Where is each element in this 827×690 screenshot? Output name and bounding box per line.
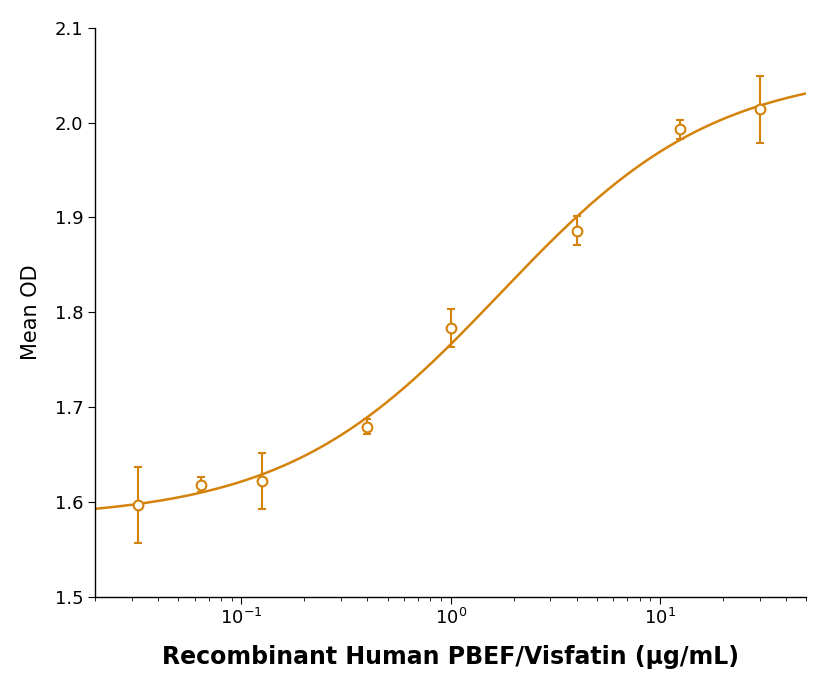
X-axis label: Recombinant Human PBEF/Visfatin (μg/mL): Recombinant Human PBEF/Visfatin (μg/mL) <box>162 645 739 669</box>
Y-axis label: Mean OD: Mean OD <box>21 264 41 360</box>
